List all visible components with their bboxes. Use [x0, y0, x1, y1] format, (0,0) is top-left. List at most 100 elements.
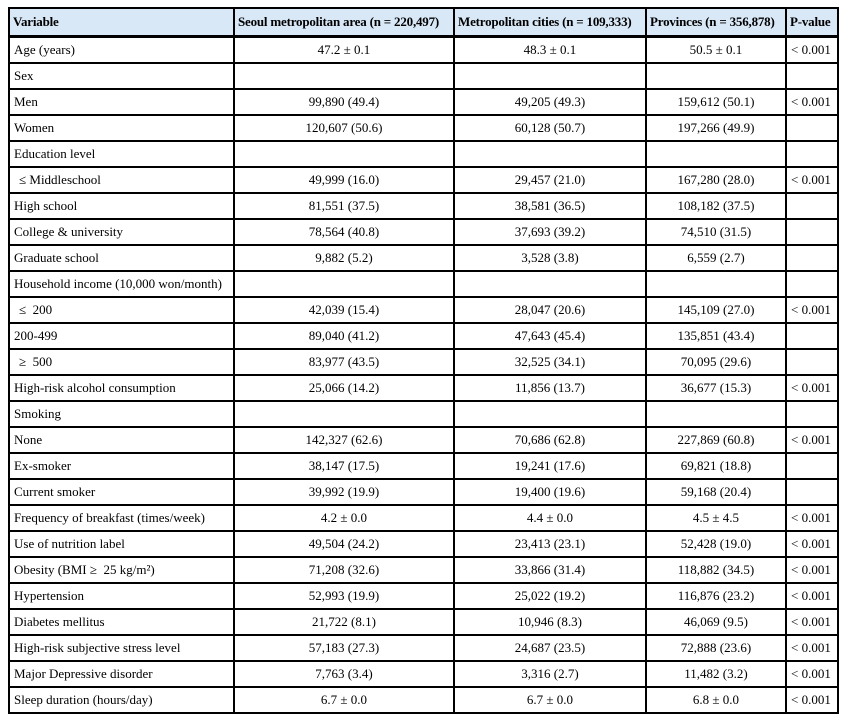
row-label: Household income (10,000 won/month): [8, 270, 235, 298]
table-row: High school 81,551 (37.5) 38,581 (36.5) …: [8, 192, 839, 220]
cell-pvalue: [785, 322, 839, 350]
cell-seoul-value: 25,066 (14.2): [233, 374, 455, 402]
table-row: High-risk alcohol consumption 25,066 (14…: [8, 374, 839, 402]
cell-seoul-value: 71,208 (32.6): [233, 556, 455, 584]
cell-metropolitan-value: 60,128 (50.7): [453, 114, 647, 142]
row-label: Women: [8, 114, 235, 142]
cell-metropolitan-value: 33,866 (31.4): [453, 556, 647, 584]
cell-seoul-value: [233, 400, 455, 428]
row-label: Graduate school: [8, 244, 235, 272]
table-body: Age (years) 47.2 ± 0.1 48.3 ± 0.1 50.5 ±…: [8, 35, 839, 714]
table-row: ≥ 500 83,977 (43.5) 32,525 (34.1) 70,095…: [8, 348, 839, 376]
cell-pvalue: [785, 270, 839, 298]
col-header-metropolitan-cities: Metropolitan cities (n = 109,333): [453, 7, 647, 38]
cell-metropolitan-value: 49,205 (49.3): [453, 88, 647, 116]
cell-pvalue: [785, 452, 839, 480]
cell-metropolitan-value: 3,316 (2.7): [453, 660, 647, 688]
cell-provinces-value: 50.5 ± 0.1: [645, 35, 787, 64]
cell-provinces-value: 69,821 (18.8): [645, 452, 787, 480]
cell-seoul-value: 142,327 (62.6): [233, 426, 455, 454]
row-label: Age (years): [8, 35, 235, 64]
cell-pvalue: < 0.001: [785, 634, 839, 662]
cell-provinces-value: 11,482 (3.2): [645, 660, 787, 688]
row-label: High school: [8, 192, 235, 220]
header-row: Variable Seoul metropolitan area (n = 22…: [8, 7, 839, 38]
row-label: 200-499: [8, 322, 235, 350]
row-label: Men: [8, 88, 235, 116]
table-row: Obesity (BMI ≥ 25 kg/m²) 71,208 (32.6) 3…: [8, 556, 839, 584]
row-label: Use of nutrition label: [8, 530, 235, 558]
table-row: 200-499 89,040 (41.2) 47,643 (45.4) 135,…: [8, 322, 839, 350]
row-label: High-risk subjective stress level: [8, 634, 235, 662]
cell-seoul-value: 21,722 (8.1): [233, 608, 455, 636]
cell-pvalue: < 0.001: [785, 686, 839, 714]
cell-seoul-value: 78,564 (40.8): [233, 218, 455, 246]
row-label: ≤ Middleschool: [8, 166, 235, 194]
cell-pvalue: [785, 348, 839, 376]
row-label: Current smoker: [8, 478, 235, 506]
row-label: ≤ 200: [8, 296, 235, 324]
row-label: ≥ 500: [8, 348, 235, 376]
cell-seoul-value: 39,992 (19.9): [233, 478, 455, 506]
col-header-seoul-metropolitan-area: Seoul metropolitan area (n = 220,497): [233, 7, 455, 38]
cell-pvalue: < 0.001: [785, 504, 839, 532]
table-row: None 142,327 (62.6) 70,686 (62.8) 227,86…: [8, 426, 839, 454]
cell-seoul-value: [233, 270, 455, 298]
cell-metropolitan-value: 47,643 (45.4): [453, 322, 647, 350]
cell-pvalue: [785, 478, 839, 506]
cell-metropolitan-value: [453, 62, 647, 90]
row-label: Hypertension: [8, 582, 235, 610]
cell-pvalue: [785, 140, 839, 168]
cell-seoul-value: 52,993 (19.9): [233, 582, 455, 610]
cell-metropolitan-value: 32,525 (34.1): [453, 348, 647, 376]
cell-provinces-value: 108,182 (37.5): [645, 192, 787, 220]
row-label: Diabetes mellitus: [8, 608, 235, 636]
cell-pvalue: [785, 244, 839, 272]
cell-metropolitan-value: 48.3 ± 0.1: [453, 35, 647, 64]
cell-seoul-value: 47.2 ± 0.1: [233, 35, 455, 64]
table-row: Use of nutrition label 49,504 (24.2) 23,…: [8, 530, 839, 558]
cell-metropolitan-value: [453, 400, 647, 428]
table-row: Hypertension 52,993 (19.9) 25,022 (19.2)…: [8, 582, 839, 610]
cell-pvalue: < 0.001: [785, 608, 839, 636]
cell-provinces-value: 6,559 (2.7): [645, 244, 787, 272]
cell-provinces-value: 36,677 (15.3): [645, 374, 787, 402]
cell-provinces-value: 72,888 (23.6): [645, 634, 787, 662]
cell-metropolitan-value: 38,581 (36.5): [453, 192, 647, 220]
table-row: ≤ Middleschool 49,999 (16.0) 29,457 (21.…: [8, 166, 839, 194]
cell-metropolitan-value: 19,241 (17.6): [453, 452, 647, 480]
cell-seoul-value: [233, 62, 455, 90]
cell-seoul-value: 7,763 (3.4): [233, 660, 455, 688]
cell-seoul-value: [233, 140, 455, 168]
row-label: High-risk alcohol consumption: [8, 374, 235, 402]
cell-seoul-value: 6.7 ± 0.0: [233, 686, 455, 714]
cell-provinces-value: 167,280 (28.0): [645, 166, 787, 194]
cell-provinces-value: 197,266 (49.9): [645, 114, 787, 142]
cell-seoul-value: 9,882 (5.2): [233, 244, 455, 272]
row-label: Sex: [8, 62, 235, 90]
table-row: Age (years) 47.2 ± 0.1 48.3 ± 0.1 50.5 ±…: [8, 35, 839, 64]
cell-metropolitan-value: 10,946 (8.3): [453, 608, 647, 636]
cell-metropolitan-value: 4.4 ± 0.0: [453, 504, 647, 532]
cell-metropolitan-value: 3,528 (3.8): [453, 244, 647, 272]
cell-provinces-value: 52,428 (19.0): [645, 530, 787, 558]
table-row: Ex-smoker 38,147 (17.5) 19,241 (17.6) 69…: [8, 452, 839, 480]
cell-pvalue: < 0.001: [785, 296, 839, 324]
cell-metropolitan-value: 28,047 (20.6): [453, 296, 647, 324]
cell-seoul-value: 89,040 (41.2): [233, 322, 455, 350]
cell-seoul-value: 83,977 (43.5): [233, 348, 455, 376]
table-row: ≤ 200 42,039 (15.4) 28,047 (20.6) 145,10…: [8, 296, 839, 324]
cell-provinces-value: [645, 62, 787, 90]
cell-seoul-value: 99,890 (49.4): [233, 88, 455, 116]
cell-provinces-value: [645, 270, 787, 298]
cell-pvalue: < 0.001: [785, 556, 839, 584]
cell-metropolitan-value: 37,693 (39.2): [453, 218, 647, 246]
cell-pvalue: < 0.001: [785, 35, 839, 64]
cell-seoul-value: 38,147 (17.5): [233, 452, 455, 480]
cell-provinces-value: 135,851 (43.4): [645, 322, 787, 350]
cell-pvalue: < 0.001: [785, 374, 839, 402]
cell-seoul-value: 49,999 (16.0): [233, 166, 455, 194]
cell-metropolitan-value: 24,687 (23.5): [453, 634, 647, 662]
table-row: Major Depressive disorder 7,763 (3.4) 3,…: [8, 660, 839, 688]
row-label: Ex-smoker: [8, 452, 235, 480]
